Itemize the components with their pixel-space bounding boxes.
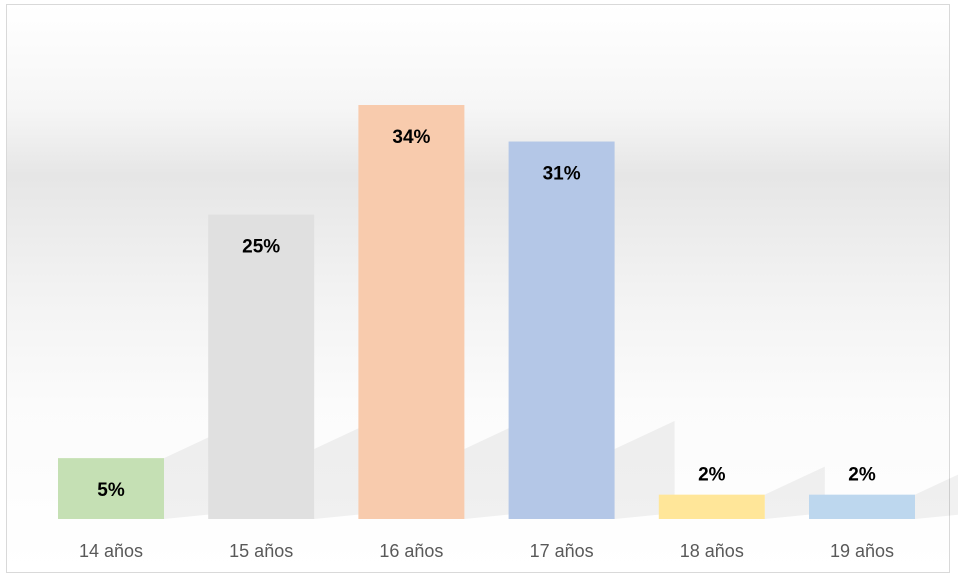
bar-shadow [915, 474, 958, 519]
category-label: 17 años [530, 541, 594, 561]
category-label: 18 años [680, 541, 744, 561]
data-label: 5% [97, 480, 125, 501]
bar-6 [809, 494, 915, 519]
data-label: 25% [242, 237, 280, 258]
data-label: 2% [698, 465, 726, 486]
category-label: 15 años [229, 541, 293, 561]
category-label: 16 años [379, 541, 443, 561]
bar-5 [658, 494, 765, 519]
bar-3 [358, 105, 465, 519]
category-label: 19 años [830, 541, 894, 561]
data-label: 2% [848, 465, 876, 486]
bar-shadow [614, 421, 675, 519]
data-label: 34% [392, 127, 430, 148]
bar-1 [58, 458, 164, 519]
bar-4 [508, 141, 615, 519]
data-label: 31% [543, 164, 581, 185]
category-label: 14 años [79, 541, 143, 561]
bar-2 [208, 214, 315, 519]
